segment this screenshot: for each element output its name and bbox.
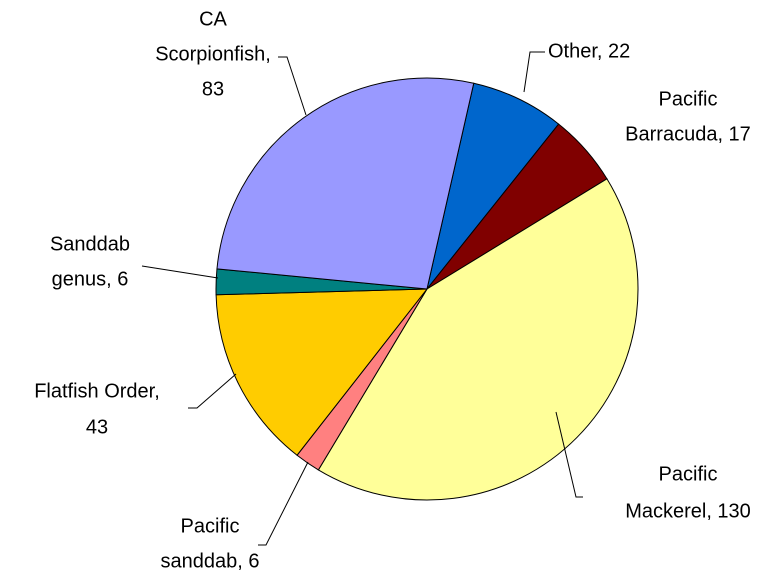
leader-line [258,461,309,546]
data-label: Pacific [659,88,718,110]
data-label: Pacific [659,463,718,485]
data-label: CA [199,8,227,30]
data-label: 43 [86,416,108,438]
leader-line [555,411,583,498]
data-label: Other, 22 [548,40,630,62]
data-label: genus, 6 [52,268,129,290]
data-label: 83 [202,78,224,100]
data-label: Barracuda, 17 [625,123,751,145]
pie-slice [216,77,475,290]
data-label: Pacific [181,515,240,537]
leader-line [188,373,237,409]
data-label: Mackerel, 130 [625,500,751,522]
leader-line [141,265,219,279]
data-label: Scorpionfish, [155,43,271,65]
data-label: Sanddab [50,233,130,255]
data-label: Flatfish Order, [34,380,160,402]
pie-slice [215,288,429,456]
leader-line [523,51,545,93]
data-label: sanddab, 6 [161,550,260,572]
leader-line [278,56,307,116]
